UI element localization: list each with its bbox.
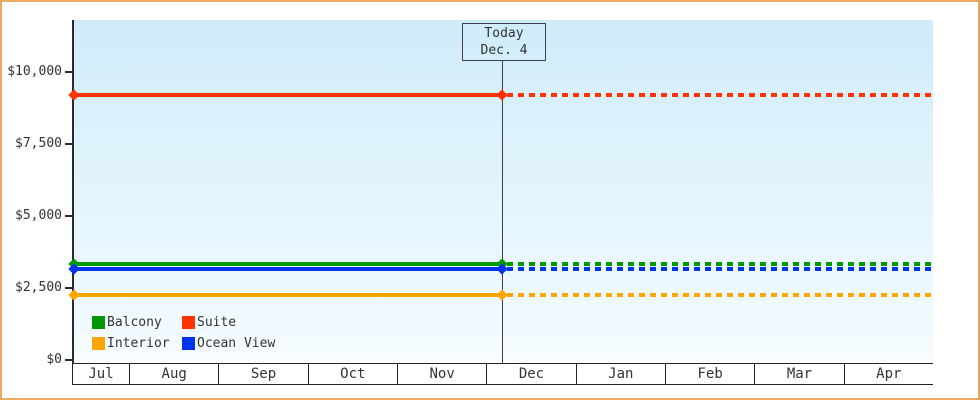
- x-axis-month-cell-sep: Sep: [219, 364, 309, 384]
- x-axis-month-cell-jul: Jul: [73, 364, 130, 384]
- legend-item-balcony: Balcony: [92, 312, 182, 332]
- x-axis-month-cell-mar: Mar: [755, 364, 845, 384]
- y-axis-tick-mark: [65, 143, 73, 145]
- x-axis-month-cell-oct: Oct: [309, 364, 398, 384]
- y-axis-tick-mark: [65, 359, 73, 361]
- x-axis-month-table: Jul Aug Sep Oct Nov Dec Jan Feb Mar Apr: [72, 363, 933, 385]
- y-axis-tick-label: $5,000: [15, 208, 62, 223]
- series-line-dashed-interior: [507, 293, 933, 298]
- series-line-solid-ocean-view: [74, 267, 502, 272]
- series-line-solid-suite: [74, 93, 502, 98]
- y-axis-line: [72, 20, 74, 363]
- legend-label-suite: Suite: [197, 314, 237, 330]
- x-axis-month-cell-nov: Nov: [398, 364, 488, 384]
- x-axis-month-cell-feb: Feb: [666, 364, 756, 384]
- y-axis-tick-label: $7,500: [15, 136, 62, 151]
- legend-label-interior: Interior: [107, 335, 170, 351]
- today-date: Dec. 4: [480, 43, 528, 58]
- x-axis-month-cell-dec: Dec: [487, 364, 577, 384]
- plot-area: [74, 20, 933, 362]
- today-annotation-box: Today Dec. 4: [462, 23, 546, 61]
- today-marker-line: [502, 61, 503, 363]
- series-line-dashed-balcony: [507, 261, 933, 266]
- y-axis-tick-mark: [65, 287, 73, 289]
- legend-label-ocean-view: Ocean View: [197, 335, 276, 351]
- series-line-dashed-suite: [507, 93, 933, 98]
- interior-swatch-icon: [92, 336, 105, 350]
- y-axis-tick-mark: [65, 215, 73, 217]
- series-line-solid-interior: [74, 293, 502, 298]
- y-axis-tick-label: $10,000: [7, 64, 62, 79]
- balcony-swatch-icon: [92, 315, 105, 329]
- legend-item-ocean-view: Ocean View: [182, 333, 275, 353]
- ocean-view-swatch-icon: [182, 336, 195, 350]
- legend-item-interior: Interior: [92, 333, 182, 353]
- suite-swatch-icon: [182, 315, 195, 329]
- legend-item-suite: Suite: [182, 312, 275, 332]
- series-line-dashed-ocean-view: [507, 267, 933, 272]
- x-axis-month-cell-apr: Apr: [876, 366, 902, 382]
- today-label: Today: [484, 26, 524, 41]
- series-line-solid-balcony: [74, 261, 502, 266]
- x-axis-month-cell-jan: Jan: [577, 364, 666, 384]
- y-axis-tick-mark: [65, 71, 73, 73]
- x-axis-month-cell-aug: Aug: [130, 364, 220, 384]
- legend-label-balcony: Balcony: [107, 314, 162, 330]
- y-axis-tick-label: $0: [46, 352, 62, 367]
- y-axis-tick-label: $2,500: [15, 280, 62, 295]
- legend: Balcony Suite Interior Ocean View: [92, 312, 275, 353]
